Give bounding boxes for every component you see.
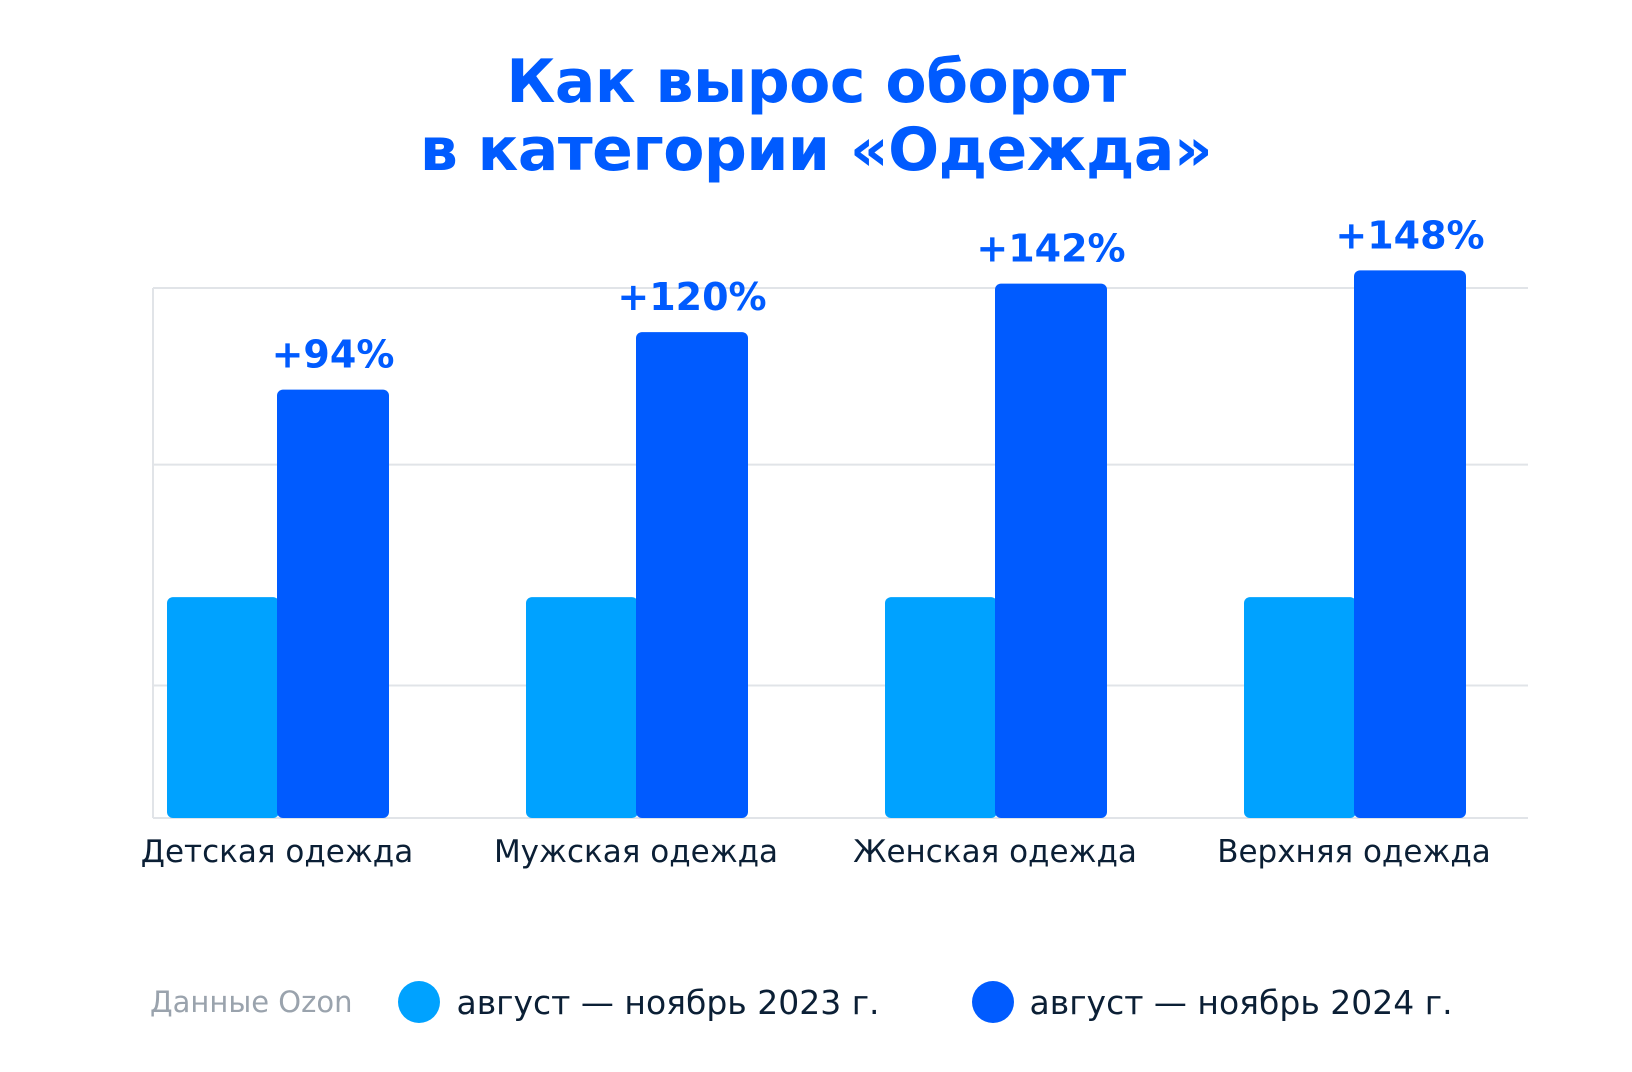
data-label-2: +120% (617, 275, 766, 319)
category-label-3: Женская одежда (853, 834, 1137, 870)
legend-item-2024: август — ноябрь 2024 г. (971, 981, 1453, 1023)
data-label-1: +94% (272, 333, 395, 377)
chart-title-line-2: в категории «Одежда» (419, 115, 1213, 185)
data-label-3: +142% (976, 227, 1125, 271)
legend-label-2024: август — ноябрь 2024 г. (1029, 982, 1453, 1022)
bar-2023-3 (885, 597, 997, 818)
bar-2023-1 (167, 597, 279, 818)
data-label-4: +148% (1335, 213, 1484, 257)
bar-2023-2 (526, 597, 638, 818)
legend-swatch-2024 (971, 981, 1014, 1023)
chart-title-line-1: Как вырос оборот (506, 47, 1126, 117)
legend-item-2023: август — ноябрь 2023 г. (398, 981, 880, 1023)
legend-label-2023: август — ноябрь 2023 г. (456, 982, 880, 1022)
chart-title: Как вырос оборот в категории «Одежда» (0, 48, 1632, 184)
category-label-4: Верхняя одежда (1217, 834, 1491, 870)
bar-2024-2 (636, 332, 748, 818)
bar-2024-3 (995, 283, 1107, 818)
legend: Данные Ozon август — ноябрь 2023 г. авгу… (150, 978, 1545, 1026)
category-label-1: Детская одежда (141, 834, 413, 870)
bar-2023-4 (1244, 597, 1356, 818)
category-label-2: Мужская одежда (494, 834, 778, 870)
bar-2024-4 (1354, 270, 1466, 818)
data-source-note: Данные Ozon (150, 985, 353, 1019)
bar-2024-1 (277, 389, 389, 818)
legend-swatch-2023 (398, 981, 441, 1023)
